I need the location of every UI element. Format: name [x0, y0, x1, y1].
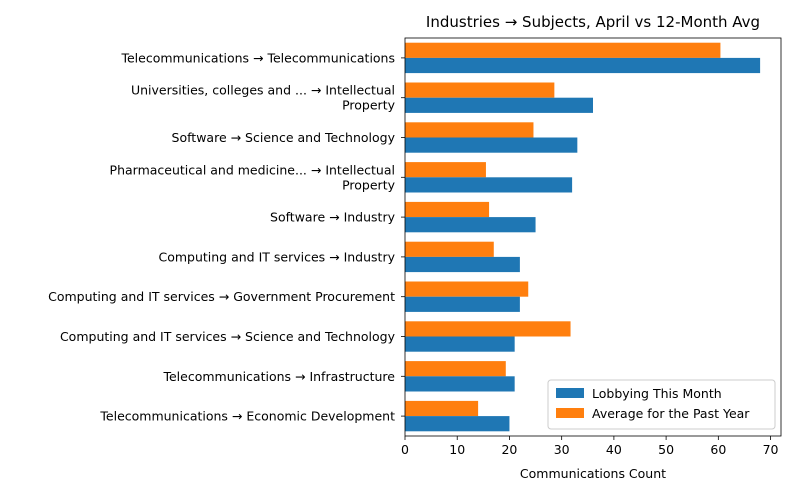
y-axis-ticks: Telecommunications → Telecommunications U…: [48, 50, 405, 424]
y-tick-label-line: Universities, colleges and ... → Intelle…: [131, 83, 395, 98]
bar-this-month-9: [405, 416, 510, 432]
y-tick-label-line: Telecommunications → Telecommunications: [120, 50, 395, 65]
legend-label: Lobbying This Month: [592, 386, 722, 401]
plot-frame: [404, 37, 782, 437]
bar-average-9: [405, 400, 479, 417]
y-tick-label: Computing and IT services → Science and …: [60, 329, 396, 344]
bar-this-month-1: [405, 97, 593, 113]
x-tick-label: 70: [763, 442, 779, 457]
y-tick-label: Telecommunications → Telecommunications: [120, 50, 395, 65]
legend-label: Average for the Past Year: [592, 406, 750, 421]
x-tick-label: 0: [401, 442, 409, 457]
y-tick-label: Software → Industry: [270, 210, 396, 225]
bar-this-month-2: [405, 137, 578, 153]
y-tick-label-line: Computing and IT services → Industry: [158, 249, 395, 264]
y-tick-label-line: Property: [342, 98, 395, 113]
y-tick-label: Computing and IT services → Government P…: [48, 289, 395, 304]
y-tick-label: Universities, colleges and ... → Intelle…: [131, 83, 396, 113]
x-tick-label: 40: [606, 442, 622, 457]
bar-this-month-0: [405, 57, 761, 74]
y-tick-label-line: Computing and IT services → Government P…: [48, 289, 395, 304]
y-tick-label-line: Telecommunications → Economic Developmen…: [99, 409, 395, 424]
bar-this-month-7: [405, 336, 515, 352]
y-tick-label-line: Pharmaceutical and medicine... → Intelle…: [110, 162, 395, 177]
y-tick-label-line: Telecommunications → Infrastructure: [162, 369, 395, 384]
bar-average-3: [405, 162, 486, 178]
legend-swatch: [556, 388, 584, 398]
y-tick-label-line: Computing and IT services → Science and …: [60, 329, 396, 344]
legend-swatch: [556, 408, 584, 418]
y-tick-label: Telecommunications → Infrastructure: [162, 369, 395, 384]
y-tick-label-line: Software → Science and Technology: [172, 130, 396, 145]
x-tick-label: 60: [710, 442, 726, 457]
bar-this-month-6: [405, 296, 520, 312]
legend: Lobbying This Month Average for the Past …: [547, 379, 776, 430]
x-tick-label: 50: [658, 442, 674, 457]
bar-average-7: [405, 321, 571, 337]
y-tick-label: Pharmaceutical and medicine... → Intelle…: [110, 162, 396, 192]
bar-this-month-8: [405, 376, 515, 392]
chart-title: Industries → Subjects, April vs 12-Month…: [426, 13, 760, 31]
bar-this-month-3: [405, 177, 573, 193]
bar-average-2: [405, 122, 534, 138]
y-tick-label-line: Software → Industry: [270, 210, 396, 225]
bar-average-0: [405, 42, 721, 58]
x-tick-label: 10: [449, 442, 465, 457]
bars-group: [405, 42, 761, 432]
bar-average-6: [405, 281, 529, 297]
bar-average-4: [405, 201, 490, 218]
y-tick-label: Computing and IT services → Industry: [158, 249, 395, 264]
bar-average-8: [405, 361, 506, 377]
x-axis-ticks: 0 10 20 30 40 50 60 70: [401, 436, 779, 457]
y-tick-label-line: Property: [342, 177, 395, 192]
x-tick-label: 30: [554, 442, 570, 457]
y-tick-label: Software → Science and Technology: [172, 130, 396, 145]
x-axis-label: Communications Count: [520, 466, 666, 481]
bar-this-month-5: [405, 256, 520, 273]
y-tick-label: Telecommunications → Economic Developmen…: [99, 409, 395, 424]
bar-average-5: [405, 241, 494, 257]
legend-box: [547, 379, 776, 430]
x-tick-label: 20: [501, 442, 517, 457]
bar-average-1: [405, 82, 555, 98]
bar-this-month-4: [405, 217, 536, 233]
